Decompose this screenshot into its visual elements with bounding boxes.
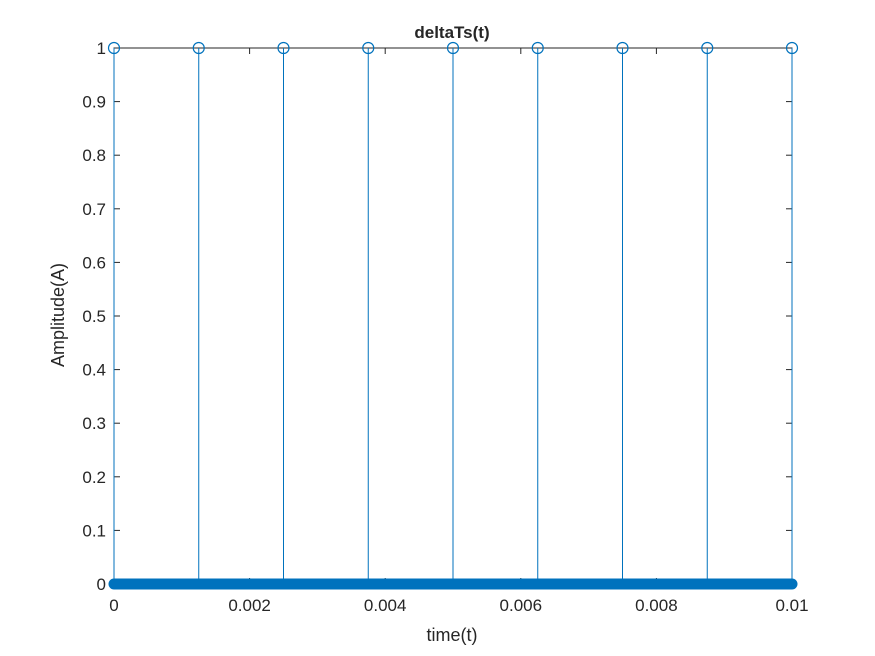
- y-tick-label: 0.3: [82, 414, 106, 433]
- impulse-marker: [531, 41, 544, 55]
- impulse-marker: [785, 41, 799, 55]
- impulse-marker: [701, 41, 714, 55]
- impulse-marker: [446, 41, 460, 55]
- x-tick-label: 0: [109, 596, 118, 615]
- y-tick-label: 0.1: [82, 521, 106, 540]
- impulse-marker: [616, 41, 629, 55]
- impulse-marker: [277, 41, 290, 55]
- x-tick-label: 0.006: [500, 596, 543, 615]
- y-tick-label: 0.5: [82, 307, 106, 326]
- chart-title: deltaTs(t): [414, 23, 489, 42]
- impulse-marker: [362, 41, 375, 55]
- x-tick-label: 0.002: [228, 596, 271, 615]
- y-tick-label: 0.9: [82, 93, 106, 112]
- x-tick-label: 0.004: [364, 596, 407, 615]
- y-tick-label: 1: [97, 39, 106, 58]
- y-tick-label: 0.7: [82, 200, 106, 219]
- impulse-marker: [107, 41, 121, 55]
- x-axis: 0 0.002 0.004 0.006 0.008 0.01: [109, 48, 809, 615]
- y-axis: 0 0.1 0.2 0.3 0.4 0.5 0.6 0.7 0.8 0.9 1: [82, 39, 792, 594]
- y-axis-label: Amplitude(A): [48, 263, 68, 367]
- stem-series: [107, 41, 799, 590]
- y-tick-label: 0.6: [82, 253, 106, 272]
- impulse-marker: [192, 41, 205, 55]
- y-tick-label: 0.2: [82, 468, 106, 487]
- x-tick-label: 0.008: [635, 596, 678, 615]
- x-axis-label: time(t): [427, 625, 478, 645]
- y-tick-label: 0.4: [82, 361, 106, 380]
- y-tick-label: 0: [97, 575, 106, 594]
- y-tick-label: 0.8: [82, 146, 106, 165]
- x-tick-label: 0.01: [775, 596, 808, 615]
